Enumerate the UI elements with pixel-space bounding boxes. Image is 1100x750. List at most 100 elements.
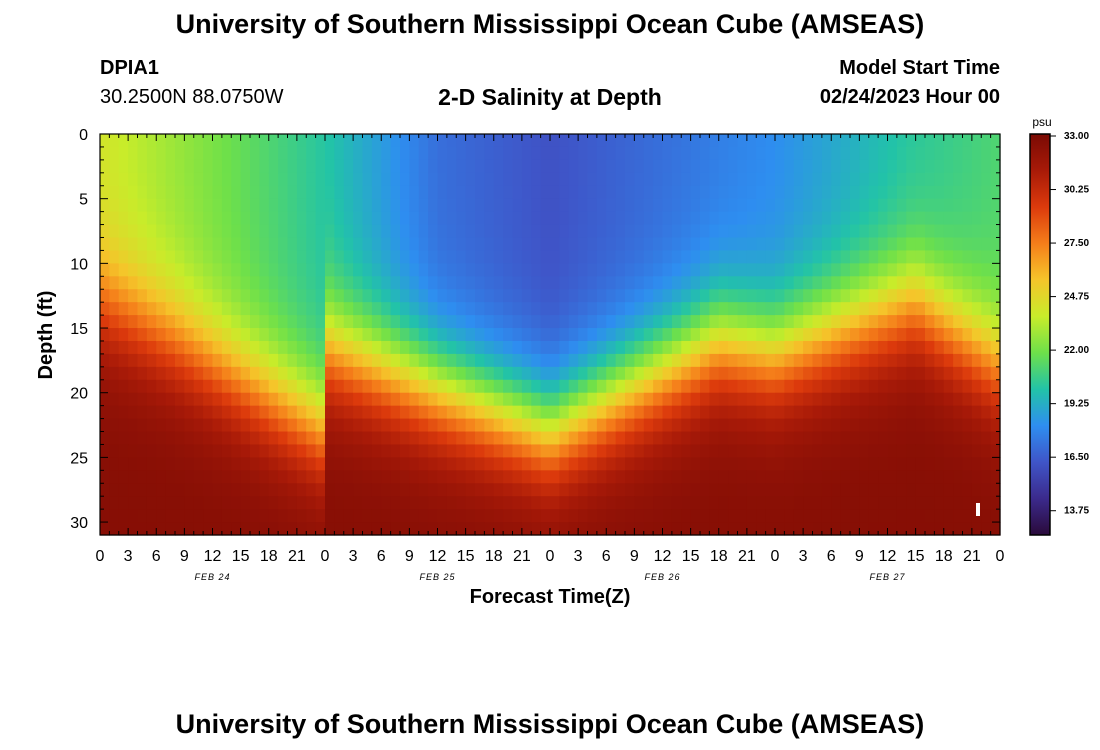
heatmap-cell xyxy=(746,185,757,200)
heatmap-cell xyxy=(456,211,467,226)
heatmap-cell xyxy=(550,353,560,368)
heatmap-cell xyxy=(737,146,748,161)
heatmap-cell xyxy=(887,211,898,226)
heatmap-cell xyxy=(671,315,682,329)
heatmap-cell xyxy=(428,353,439,368)
heatmap-cell xyxy=(400,172,410,187)
heatmap-cell xyxy=(475,340,485,355)
heatmap-cell xyxy=(953,159,964,174)
heatmap-cell xyxy=(118,496,129,510)
heatmap-cell xyxy=(953,315,964,329)
heatmap-cell xyxy=(531,172,542,187)
heatmap-cell xyxy=(915,211,926,226)
heatmap-cell xyxy=(606,185,617,200)
heatmap-cell xyxy=(531,392,542,407)
heatmap-cell xyxy=(887,159,898,174)
heatmap-cell xyxy=(100,405,110,420)
heatmap-cell xyxy=(690,392,701,407)
heatmap-cell xyxy=(990,405,1001,420)
heatmap-cell xyxy=(634,431,645,446)
heatmap-cell xyxy=(175,172,185,187)
heatmap-cell xyxy=(287,392,298,407)
heatmap-cell xyxy=(484,198,495,213)
heatmap-cell xyxy=(325,405,335,420)
heatmap-cell xyxy=(971,392,982,407)
heatmap-cell xyxy=(465,263,476,277)
heatmap-cell xyxy=(971,353,982,368)
heatmap-cell xyxy=(784,315,795,329)
heatmap-cell xyxy=(118,431,129,446)
heatmap-cell xyxy=(981,159,992,174)
heatmap-cell xyxy=(128,353,139,368)
heatmap-cell xyxy=(428,250,439,264)
heatmap-cell xyxy=(240,315,251,329)
heatmap-cell xyxy=(859,146,870,161)
heatmap-cell xyxy=(606,211,617,226)
heatmap-cell xyxy=(231,431,242,446)
heatmap-cell xyxy=(446,315,457,329)
heatmap-cell xyxy=(746,289,757,303)
heatmap-cell xyxy=(803,185,814,200)
heatmap-cell xyxy=(512,211,523,226)
heatmap-cell xyxy=(634,392,645,407)
heatmap-cell xyxy=(390,457,401,471)
heatmap-cell xyxy=(681,353,692,368)
heatmap-cell xyxy=(484,353,495,368)
heatmap-cell xyxy=(653,315,664,329)
heatmap-cell xyxy=(287,444,298,458)
heatmap-cell xyxy=(315,237,326,252)
heatmap-cell xyxy=(531,522,542,536)
heatmap-cell xyxy=(831,418,842,433)
heatmap-cell xyxy=(493,340,504,355)
heatmap-cell xyxy=(775,522,785,536)
heatmap-cell xyxy=(915,224,926,239)
heatmap-cell xyxy=(278,392,289,407)
heatmap-cell xyxy=(653,379,664,394)
heatmap-cell xyxy=(775,483,785,497)
heatmap-cell xyxy=(118,522,129,536)
heatmap-cell xyxy=(268,289,279,303)
heatmap-cell xyxy=(728,315,739,329)
heatmap-cell xyxy=(400,263,410,277)
heatmap-cell xyxy=(709,198,720,213)
heatmap-cell xyxy=(737,198,748,213)
heatmap-cell xyxy=(296,159,307,174)
heatmap-cell xyxy=(503,263,514,277)
heatmap-cell xyxy=(493,315,504,329)
heatmap-cell xyxy=(868,134,879,148)
heatmap-cell xyxy=(793,405,804,420)
heatmap-cell xyxy=(221,224,232,239)
heatmap-cell xyxy=(550,224,560,239)
heatmap-cell xyxy=(484,159,495,174)
heatmap-cell xyxy=(521,302,532,316)
heatmap-cell xyxy=(662,366,673,381)
heatmap-cell xyxy=(409,496,420,510)
heatmap-cell xyxy=(700,198,710,213)
heatmap-cell xyxy=(221,159,232,174)
heatmap-cell xyxy=(231,198,242,213)
heatmap-cell xyxy=(690,224,701,239)
heatmap-cell xyxy=(437,198,448,213)
heatmap-cell xyxy=(962,509,973,523)
heatmap-cell xyxy=(334,302,345,316)
heatmap-cell xyxy=(906,211,917,226)
heatmap-cell xyxy=(812,302,823,316)
heatmap-cell xyxy=(531,379,542,394)
heatmap-cell xyxy=(887,315,898,329)
heatmap-cell xyxy=(418,211,429,226)
heatmap-cell xyxy=(962,302,973,316)
heatmap-cell xyxy=(634,185,645,200)
heatmap-cell xyxy=(353,353,364,368)
heatmap-cell xyxy=(643,289,654,303)
heatmap-cell xyxy=(493,263,504,277)
heatmap-cell xyxy=(212,366,223,381)
heatmap-cell xyxy=(878,263,889,277)
heatmap-cell xyxy=(381,315,392,329)
heatmap-cell xyxy=(221,315,232,329)
heatmap-cell xyxy=(943,353,954,368)
heatmap-cell xyxy=(990,431,1001,446)
heatmap-cell xyxy=(625,470,635,484)
heatmap-cell xyxy=(371,496,382,510)
heatmap-cell xyxy=(728,392,739,407)
